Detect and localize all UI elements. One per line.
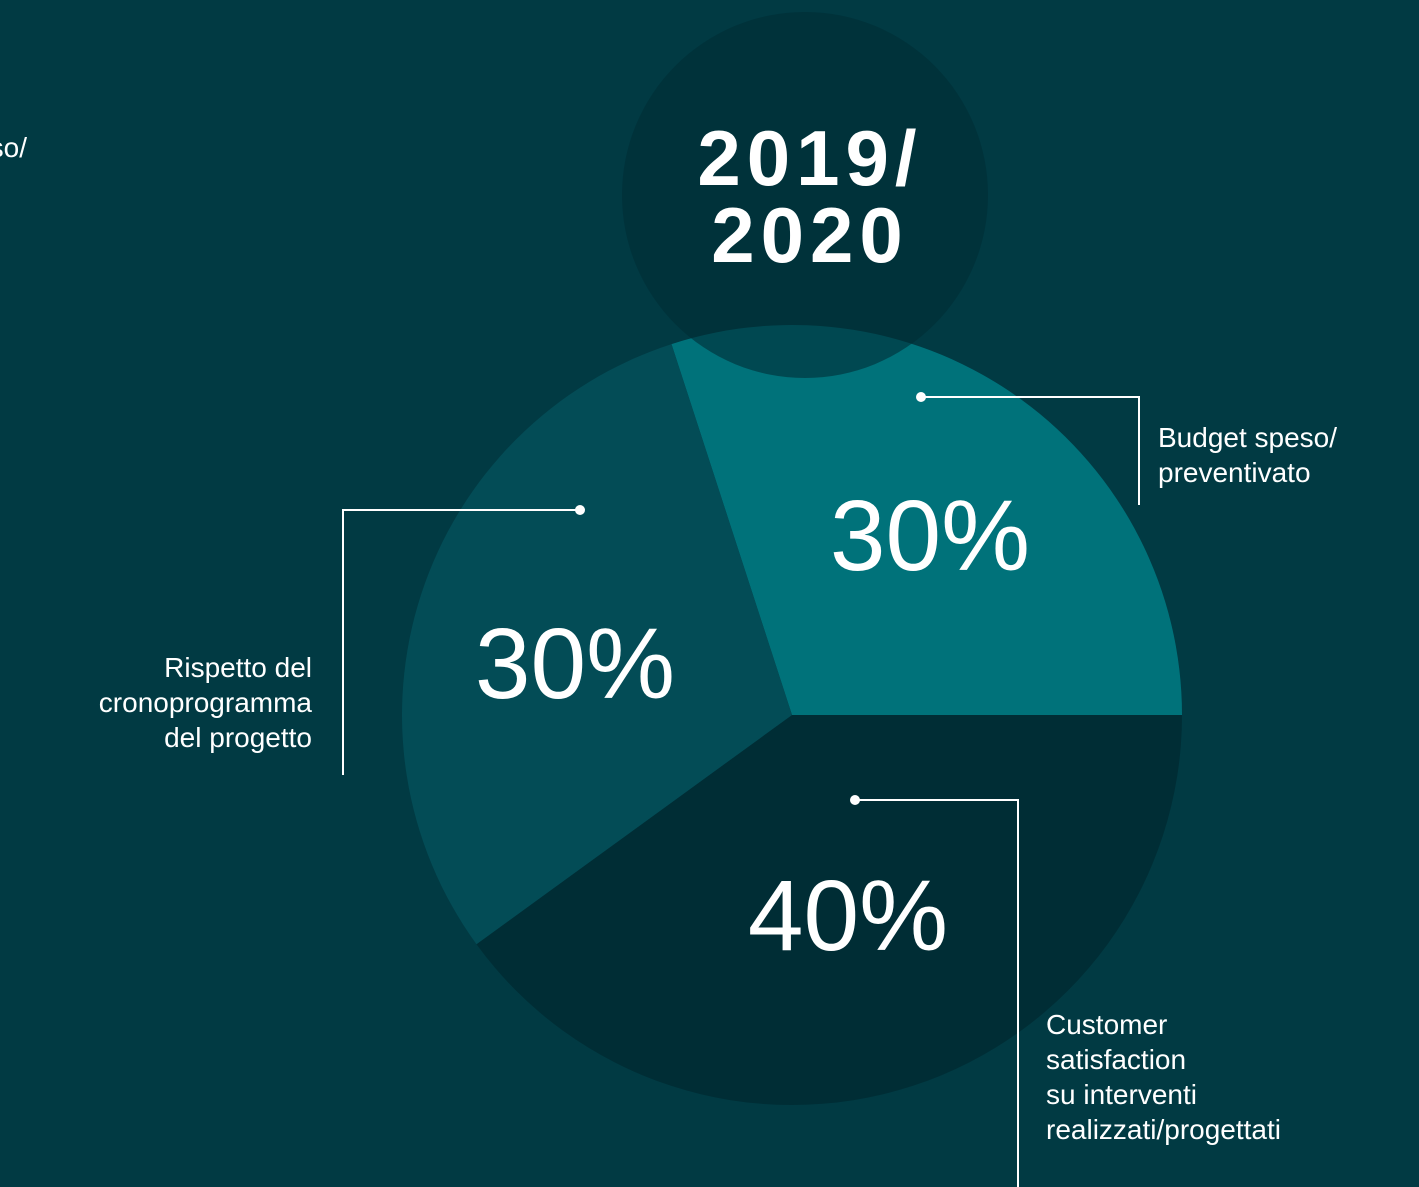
pie-slice (671, 325, 1182, 715)
pie-slice (401, 344, 792, 945)
partial-label: Budget speso/preventivato (0, 132, 27, 198)
leader-dot (916, 392, 926, 402)
leader-line (921, 396, 1140, 505)
category-line: satisfaction (1046, 1044, 1186, 1075)
category-line: Budget speso/ (1158, 422, 1337, 453)
category-line: realizzati/progettati (1046, 1114, 1281, 1145)
value-label: 30% (830, 480, 1030, 592)
partial-line: preventivato (0, 167, 1, 198)
category-line: preventivato (1158, 457, 1311, 488)
partial-line: Budget speso/ (0, 132, 27, 163)
category-line: del progetto (164, 722, 312, 753)
chart-title: 2019/2020 (697, 114, 922, 279)
category-line: su interventi (1046, 1079, 1197, 1110)
value-label: 30% (475, 608, 675, 720)
value-label: 40% (748, 860, 948, 972)
category-line: cronoprogramma (99, 687, 313, 718)
leader-line (342, 509, 580, 775)
category-label: Customer satisfaction su interventi realizz… (1046, 1009, 1281, 1145)
category-label: Budget speso/preventivato (1158, 422, 1337, 488)
category-line: Customer (1046, 1009, 1167, 1040)
year-circle (622, 12, 988, 378)
category-label: Rispetto del cronoprogramma del progetto (99, 652, 313, 753)
category-line: Rispetto del (164, 652, 312, 683)
pie-slice (476, 715, 1182, 1106)
leader-dot (850, 795, 860, 805)
title-line: 2019/ (697, 114, 922, 202)
leader-dot (575, 505, 585, 515)
leader-line (855, 799, 1019, 1187)
title-line: 2020 (711, 191, 909, 279)
